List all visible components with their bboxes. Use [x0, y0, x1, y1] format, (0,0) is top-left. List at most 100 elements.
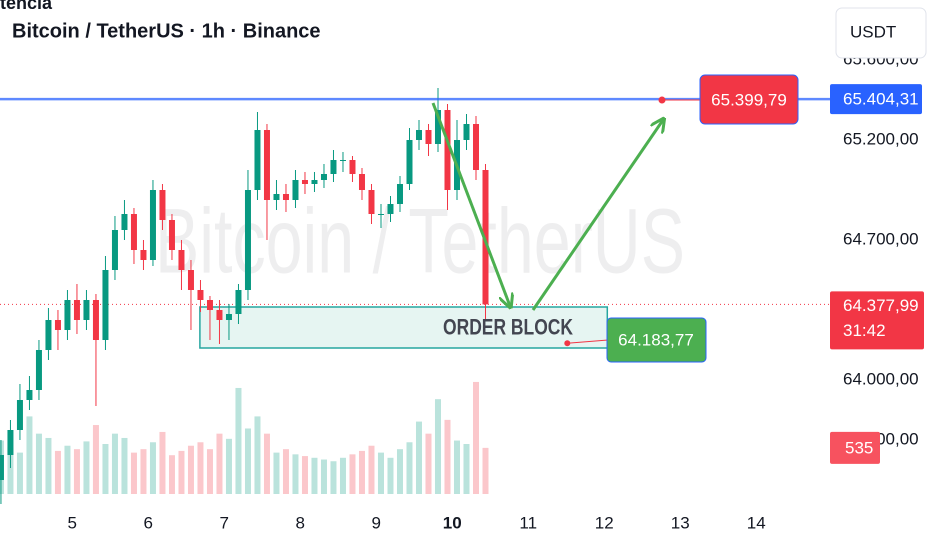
level-label: 64.183,77 — [618, 330, 694, 349]
volume-bar — [187, 445, 194, 494]
candle-body — [263, 130, 270, 200]
volume-bar — [387, 457, 394, 494]
plot-area: Bitcoin / TetherUS ORDER BLOCK 64.183,77 65… — [0, 74, 830, 504]
header-fragment: tencia — [0, 0, 53, 13]
candle-body — [396, 184, 403, 204]
candle-body — [121, 214, 128, 230]
target-label: 65.399,79 — [711, 91, 787, 110]
y-tick-label: 64.000,00 — [843, 369, 919, 388]
candle-body — [377, 214, 384, 215]
volume-bar — [425, 433, 432, 494]
volume-bar — [26, 416, 33, 494]
x-tick-label: 10 — [443, 513, 462, 532]
candle-body — [254, 130, 261, 190]
candle-body — [0, 455, 4, 480]
volume-bar — [263, 433, 270, 494]
candle-body — [358, 174, 365, 190]
volume-bar — [330, 461, 337, 494]
candle-body — [282, 194, 289, 200]
candle-body — [111, 230, 118, 270]
volume-bar — [168, 455, 175, 494]
volume-bar — [244, 428, 251, 494]
candle-body — [92, 300, 99, 340]
y-tick-label: 64.700,00 — [843, 229, 919, 248]
volume-bar — [73, 449, 80, 494]
volume-bar — [415, 421, 422, 494]
candle-body — [311, 180, 318, 184]
candle-body — [415, 130, 422, 140]
last-price-label: 64.377,99 — [843, 296, 919, 315]
x-tick-label: 9 — [372, 513, 381, 532]
candle-body — [330, 160, 337, 174]
volume-bar — [349, 454, 356, 494]
candle-body — [159, 190, 166, 220]
volume-bar — [320, 459, 327, 494]
volume-bar — [358, 450, 365, 494]
level-label-box — [606, 317, 707, 363]
overlay: 65.404,31 64.377,99 31:42 535 USDT — [830, 7, 927, 464]
volume-bar — [178, 450, 185, 494]
candle-body — [206, 300, 213, 310]
candle-body — [45, 320, 52, 350]
countdown: 31:42 — [843, 321, 886, 340]
volume-axis-box — [830, 431, 880, 464]
candle-body — [149, 190, 156, 260]
candle-body — [168, 220, 175, 250]
candle-body — [406, 140, 413, 184]
y-tick-label: 65.200,00 — [843, 129, 919, 148]
volume-bar — [92, 425, 99, 494]
x-tick-label: 7 — [219, 513, 228, 532]
volume-bar — [444, 419, 451, 494]
horizontal-line-axis-label: 65.404,31 — [843, 90, 919, 109]
candle-body — [130, 214, 137, 250]
volume-bar — [282, 449, 289, 494]
volume-bar — [7, 447, 14, 494]
order-block-label: ORDER BLOCK — [443, 314, 573, 339]
candle-body — [225, 314, 232, 320]
candle-body — [35, 350, 42, 390]
volume-bar — [235, 387, 242, 494]
candle-body — [216, 310, 223, 320]
arrow-up — [531, 120, 663, 311]
candle-body — [425, 130, 432, 144]
candle-body — [73, 300, 80, 320]
target-point — [658, 96, 666, 104]
candle-body — [444, 110, 451, 190]
volume-bar — [35, 433, 42, 494]
volume-bar — [254, 416, 261, 494]
candle-body — [463, 124, 470, 140]
target-label-box — [699, 74, 799, 125]
volume-bar — [273, 452, 280, 494]
x-tick-label: 13 — [671, 513, 690, 532]
volume-bar — [472, 381, 479, 494]
volume-bar — [368, 445, 375, 494]
candle-body — [349, 160, 356, 174]
candle-body — [187, 270, 194, 290]
candle-body — [235, 290, 242, 314]
volume-bar — [64, 445, 71, 494]
candle-body — [292, 180, 299, 200]
volume-bar — [225, 438, 232, 494]
currency-label: USDT — [850, 22, 896, 41]
candle-body — [339, 160, 346, 161]
volume-bar — [130, 452, 137, 494]
volume-bar — [434, 399, 441, 494]
arrow-down — [431, 102, 510, 306]
volume-bar — [206, 449, 213, 494]
candle-body — [320, 174, 327, 180]
x-tick-label: 12 — [595, 513, 614, 532]
volume-bar — [140, 449, 147, 494]
candle-body — [244, 190, 251, 290]
last-price-axis-box — [830, 291, 924, 350]
volume-bar — [16, 452, 23, 494]
candle-body — [368, 190, 375, 214]
volume-bar — [292, 454, 299, 494]
candle-body — [197, 290, 204, 300]
x-tick-label: 6 — [143, 513, 152, 532]
volume-bar — [453, 440, 460, 494]
candle-body — [273, 194, 280, 200]
volume-bar — [197, 442, 204, 494]
candle-body — [64, 300, 71, 330]
volume-bar — [301, 456, 308, 494]
